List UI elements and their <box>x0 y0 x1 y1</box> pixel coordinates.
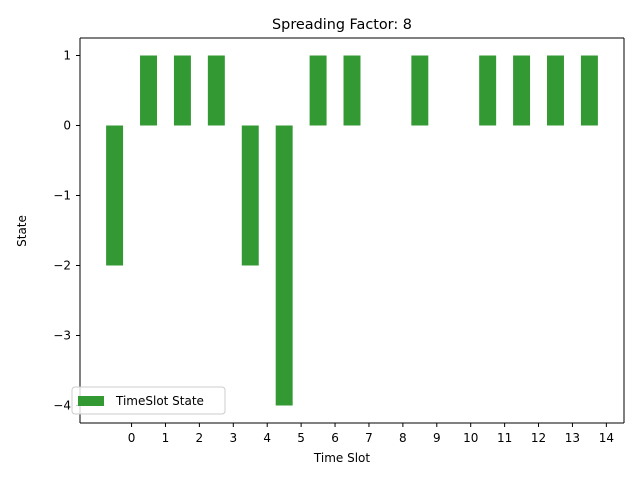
x-tick-label: 11 <box>497 431 512 445</box>
x-tick-label: 10 <box>463 431 478 445</box>
x-tick-label: 5 <box>297 431 305 445</box>
legend-swatch <box>78 396 104 406</box>
y-tick-label: −2 <box>53 259 71 273</box>
y-axis-title: State <box>15 215 29 247</box>
x-tick-label: 13 <box>565 431 580 445</box>
x-tick-label: 8 <box>399 431 407 445</box>
x-axis-title: Time Slot <box>313 451 370 465</box>
x-tick-label: 0 <box>128 431 136 445</box>
bar <box>479 55 497 126</box>
x-tick-label: 2 <box>196 431 204 445</box>
y-tick-label: −4 <box>53 399 71 413</box>
x-axis-ticks: 0 1 2 3 4 5 6 7 8 9 10 11 12 13 14 <box>128 423 614 445</box>
bar <box>513 55 531 126</box>
x-tick-label: 12 <box>531 431 546 445</box>
bar <box>343 55 361 126</box>
x-tick-label: 4 <box>263 431 271 445</box>
bar <box>309 55 327 126</box>
y-tick-label: 0 <box>63 119 71 133</box>
y-tick-label: −1 <box>53 189 71 203</box>
y-tick-label: −3 <box>53 329 71 343</box>
bar <box>207 55 225 126</box>
legend-label: TimeSlot State <box>115 394 204 408</box>
bar <box>547 55 564 126</box>
x-tick-label: 6 <box>331 431 339 445</box>
x-tick-label: 9 <box>433 431 441 445</box>
x-tick-label: 1 <box>162 431 170 445</box>
bar <box>580 55 598 126</box>
legend-box <box>71 386 226 415</box>
bar <box>241 125 259 266</box>
y-axis-ticks: −4 −3 −2 −1 0 1 <box>53 49 80 413</box>
bar <box>275 125 293 406</box>
bar <box>140 55 157 126</box>
bars-group <box>106 55 598 406</box>
bar <box>106 125 124 266</box>
legend: TimeSlot State <box>71 386 226 415</box>
axes-frame <box>79 37 625 424</box>
chart-title: Spreading Factor: 8 <box>272 17 412 33</box>
x-tick-label: 7 <box>365 431 373 445</box>
bar <box>411 55 429 126</box>
bar <box>173 55 191 126</box>
y-tick-label: 1 <box>63 49 71 63</box>
x-tick-label: 3 <box>229 431 237 445</box>
x-tick-label: 14 <box>599 431 614 445</box>
